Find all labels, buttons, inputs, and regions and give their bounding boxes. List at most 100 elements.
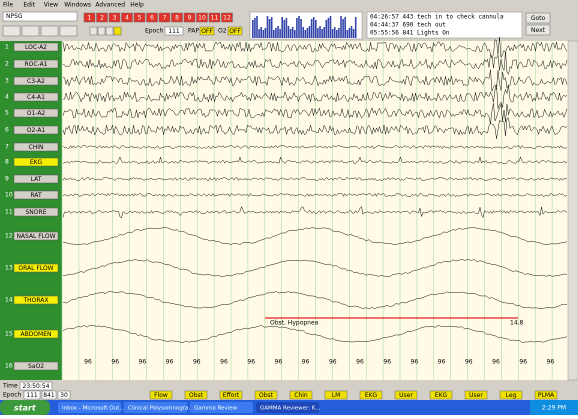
task-button[interactable] <box>58 402 121 413</box>
nav-button[interactable] <box>40 25 59 37</box>
mode-button[interactable] <box>89 26 98 36</box>
event-button[interactable] <box>394 390 418 400</box>
event-button-label[interactable]: EKG <box>435 392 448 399</box>
task-label[interactable]: Clinical Polysomnogra... <box>128 406 194 412</box>
event-button-label[interactable]: Chin <box>294 392 308 399</box>
channel-label[interactable]: C3-A2 <box>27 78 45 85</box>
epoch-field[interactable] <box>164 26 184 36</box>
page-button[interactable] <box>83 12 96 23</box>
o2-value[interactable] <box>227 26 243 36</box>
channel-label[interactable]: ORAL FLOW <box>18 265 53 272</box>
time-field[interactable] <box>19 381 53 391</box>
page-button-label[interactable]: 12 <box>223 15 231 22</box>
menu-item[interactable]: View <box>44 2 58 9</box>
channel-label[interactable]: THORAX <box>22 297 48 304</box>
side-button-label[interactable]: Next <box>531 27 546 34</box>
channel-label-box[interactable] <box>13 263 59 273</box>
nav-button[interactable] <box>59 25 78 37</box>
task-button[interactable] <box>256 402 319 413</box>
channel-label-box[interactable] <box>13 76 59 86</box>
page-button-label[interactable]: 10 <box>198 15 206 22</box>
event-button-label[interactable]: User <box>469 392 483 399</box>
pap-value[interactable] <box>199 26 215 36</box>
channel-label-box[interactable] <box>13 231 59 241</box>
task-button[interactable] <box>124 402 187 413</box>
channel-label[interactable]: RAT <box>30 192 42 199</box>
channel-label[interactable]: EKG <box>30 159 43 166</box>
channel-label[interactable]: C4-A1 <box>27 94 45 101</box>
start-label[interactable]: start <box>14 404 37 413</box>
page-button-label[interactable]: 6 <box>150 15 154 22</box>
time-field-label[interactable]: 23:50:54 <box>23 383 50 390</box>
mode-button[interactable] <box>97 26 106 36</box>
channel-label-box[interactable] <box>13 295 59 305</box>
page-button[interactable] <box>196 12 208 23</box>
channel-label-box[interactable] <box>13 157 59 167</box>
start-button[interactable] <box>0 400 50 415</box>
channel-label[interactable]: LAT <box>31 176 42 183</box>
epoch-total[interactable] <box>41 390 57 400</box>
channel-label-box[interactable] <box>13 174 59 184</box>
event-button[interactable] <box>184 390 208 400</box>
channel-label-box[interactable] <box>13 329 59 339</box>
side-button[interactable] <box>525 12 551 24</box>
channel-label[interactable]: ROC-A1 <box>24 61 47 68</box>
channel-label-box[interactable] <box>13 361 59 371</box>
o2-value-label[interactable]: OFF <box>229 28 241 35</box>
epoch-seconds[interactable] <box>57 390 71 400</box>
menu-item[interactable]: Help <box>130 2 144 9</box>
page-button[interactable] <box>171 12 183 23</box>
menu-item[interactable]: Windows <box>64 2 91 9</box>
channel-label[interactable]: CHIN <box>29 144 44 151</box>
page-button[interactable] <box>96 12 108 23</box>
page-button[interactable] <box>121 12 133 23</box>
epoch-status[interactable] <box>23 390 41 400</box>
event-button-label[interactable]: Flow <box>154 392 168 399</box>
page-button[interactable] <box>108 12 121 23</box>
event-button-label[interactable]: PLMA <box>538 392 555 399</box>
menu-item[interactable]: Advanced <box>95 2 125 9</box>
channel-label[interactable]: ABDOMEN <box>20 331 51 338</box>
page-button-label[interactable]: 4 <box>125 15 129 22</box>
montage-select[interactable] <box>2 11 78 22</box>
event-button[interactable] <box>359 390 383 400</box>
page-button[interactable] <box>208 12 221 23</box>
channel-label[interactable]: O1-A2 <box>27 110 46 117</box>
task-label[interactable]: Gamma Review <box>194 406 238 412</box>
event-button-label[interactable]: EKG <box>365 392 378 399</box>
page-button-label[interactable]: 9 <box>188 15 192 22</box>
event-button[interactable] <box>464 390 488 400</box>
event-button[interactable] <box>324 390 348 400</box>
page-button[interactable] <box>146 12 158 23</box>
page-button[interactable] <box>158 12 171 23</box>
event-button-label[interactable]: Leg <box>506 392 517 399</box>
event-button-label[interactable]: Obst <box>259 392 274 399</box>
menu-item[interactable]: Edit <box>23 2 35 9</box>
page-button[interactable] <box>183 12 196 23</box>
event-button[interactable] <box>254 390 278 400</box>
page-button-label[interactable]: 7 <box>163 15 167 22</box>
channel-label[interactable]: NASAL FLOW <box>16 233 55 240</box>
page-button-label[interactable]: 2 <box>100 15 104 22</box>
event-button[interactable] <box>499 390 523 400</box>
channel-label[interactable]: O2-A1 <box>27 127 46 134</box>
montage-text[interactable]: NPSG <box>6 13 23 20</box>
event-button-label[interactable]: Obst <box>189 392 204 399</box>
pap-value-label[interactable]: OFF <box>201 28 213 35</box>
channel-label-box[interactable] <box>13 125 59 135</box>
page-button-label[interactable]: 3 <box>113 15 117 22</box>
channel-label-box[interactable] <box>13 207 59 217</box>
page-button[interactable] <box>133 12 146 23</box>
channel-label-box[interactable] <box>13 142 59 152</box>
task-label[interactable]: Inbox - Microsoft Out... <box>62 406 125 412</box>
channel-label[interactable]: SNORE <box>26 209 47 216</box>
channel-label-box[interactable] <box>13 59 59 69</box>
channel-label[interactable]: SaO2 <box>28 363 44 370</box>
event-button[interactable] <box>429 390 453 400</box>
event-button[interactable] <box>219 390 243 400</box>
channel-label-box[interactable] <box>13 92 59 102</box>
task-label[interactable]: GAMMA Reviewer: K... <box>260 406 321 412</box>
epoch-status-label[interactable]: 111 <box>26 392 38 399</box>
event-button-label[interactable]: Effort <box>223 392 240 399</box>
epoch-field-label[interactable]: 111 <box>168 28 180 35</box>
